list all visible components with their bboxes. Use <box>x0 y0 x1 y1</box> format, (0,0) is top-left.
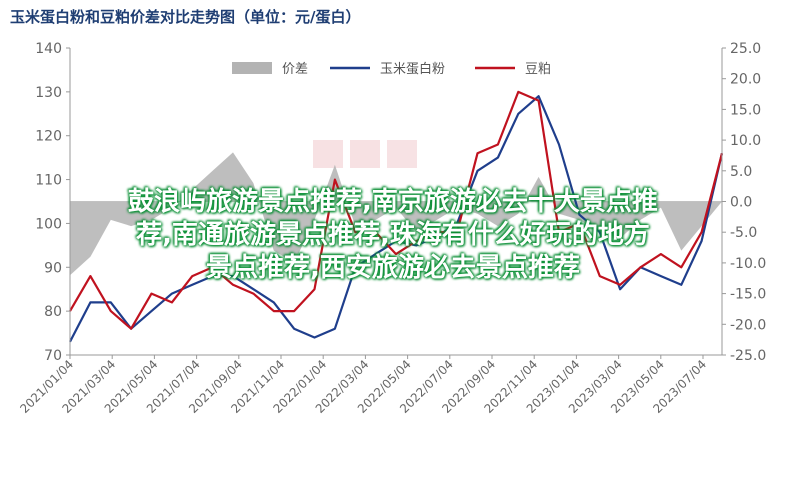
legend-label: 价差 <box>282 62 308 77</box>
legend-label: 玉米蛋白粉 <box>380 61 445 77</box>
y-left-tick-label: 130 <box>35 85 62 101</box>
y-right-tick-label: 20.0 <box>730 72 761 88</box>
y-left-tick-label: 140 <box>35 41 62 57</box>
line-series <box>69 90 724 343</box>
overlay-watermark-text: 鼓浪屿旅游景点推荐,南京旅游必去十大景点推 荐,南通旅游景点推荐,珠海有什么好玩… <box>0 186 786 285</box>
y-left-tick-label: 110 <box>35 173 62 189</box>
y-right-tick-label: -20.0 <box>730 317 766 333</box>
y-right-tick-label: -5.0 <box>730 225 757 241</box>
y-left-tick-label: 70 <box>44 348 62 364</box>
watermark-logo <box>313 140 417 168</box>
overlay-line: 荐,南通旅游景点推荐,珠海有什么好玩的地方 <box>136 220 650 250</box>
y-right-tick-label: -25.0 <box>730 348 766 364</box>
y-left-tick-label: 100 <box>35 216 62 232</box>
spread-area-series <box>70 152 722 276</box>
legend-swatch-spread <box>232 62 272 74</box>
corn-gluten-line <box>69 95 724 343</box>
spread-area <box>70 152 722 276</box>
y-right-tick-label: 5.0 <box>730 164 752 180</box>
soymeal-line <box>69 90 724 330</box>
legend: 价差 玉米蛋白粉 豆粕 <box>232 61 551 77</box>
y-right-tick-label: -10.0 <box>730 256 766 272</box>
overlay-line: 景点推荐,西安旅游必去景点推荐 <box>206 253 580 283</box>
y-left-tick-label: 120 <box>35 129 62 145</box>
legend-label: 豆粕 <box>525 62 551 77</box>
y-right-tick-label: -15.0 <box>730 287 766 303</box>
y-left-tick-label: 90 <box>44 260 62 276</box>
overlay-line: 鼓浪屿旅游景点推荐,南京旅游必去十大景点推 <box>128 187 658 217</box>
y-right-tick-label: 15.0 <box>730 102 761 118</box>
y-right-tick-label: 25.0 <box>730 41 761 57</box>
y-right-tick-label: 10.0 <box>730 133 761 149</box>
chart-title: 玉米蛋白粉和豆粕价差对比走势图（单位：元/蛋白） <box>10 8 361 26</box>
y-left-tick-label: 80 <box>44 304 62 320</box>
y-right-tick-label: 0.0 <box>730 195 752 211</box>
